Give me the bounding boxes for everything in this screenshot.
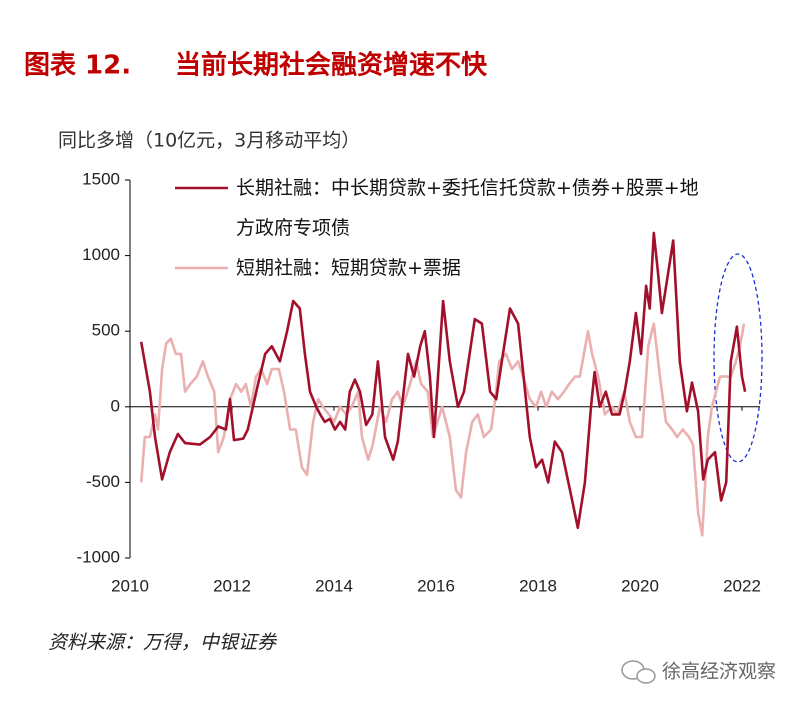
x-tick-label: 2022 [723, 576, 761, 595]
y-tick-label: 500 [92, 321, 120, 340]
series-line [139, 231, 747, 530]
x-tick-label: 2014 [315, 576, 353, 595]
x-tick-label: 2018 [519, 576, 557, 595]
legend-label: 长期社融：中长期贷款+委托信托贷款+债券+股票+地方政府专项债 [236, 177, 699, 239]
legend-label: 短期社融：短期贷款+票据 [236, 257, 461, 279]
x-tick-label: 2020 [621, 576, 659, 595]
y-tick-label: 1500 [82, 169, 120, 188]
x-tick-label: 2012 [213, 576, 251, 595]
x-tick-label: 2010 [111, 576, 149, 595]
y-tick-label: 0 [111, 396, 120, 415]
y-tick-label: -500 [86, 472, 120, 491]
watermark-icon [621, 660, 656, 684]
y-tick-label: 1000 [82, 245, 120, 264]
chart-subtitle: 当前长期社会融资增速不快 [175, 50, 488, 81]
chart-title: 图表 12. [24, 51, 131, 81]
x-tick-label: 2016 [417, 576, 455, 595]
source-note: 资料来源：万得，中银证券 [48, 632, 278, 654]
highlight-ellipse [713, 253, 763, 463]
y-axis-label: 同比多增（10亿元，3月移动平均） [58, 130, 360, 152]
series-line [139, 322, 746, 537]
watermark: 徐高经济观察 [662, 661, 776, 683]
y-tick-label: -1000 [77, 547, 120, 566]
